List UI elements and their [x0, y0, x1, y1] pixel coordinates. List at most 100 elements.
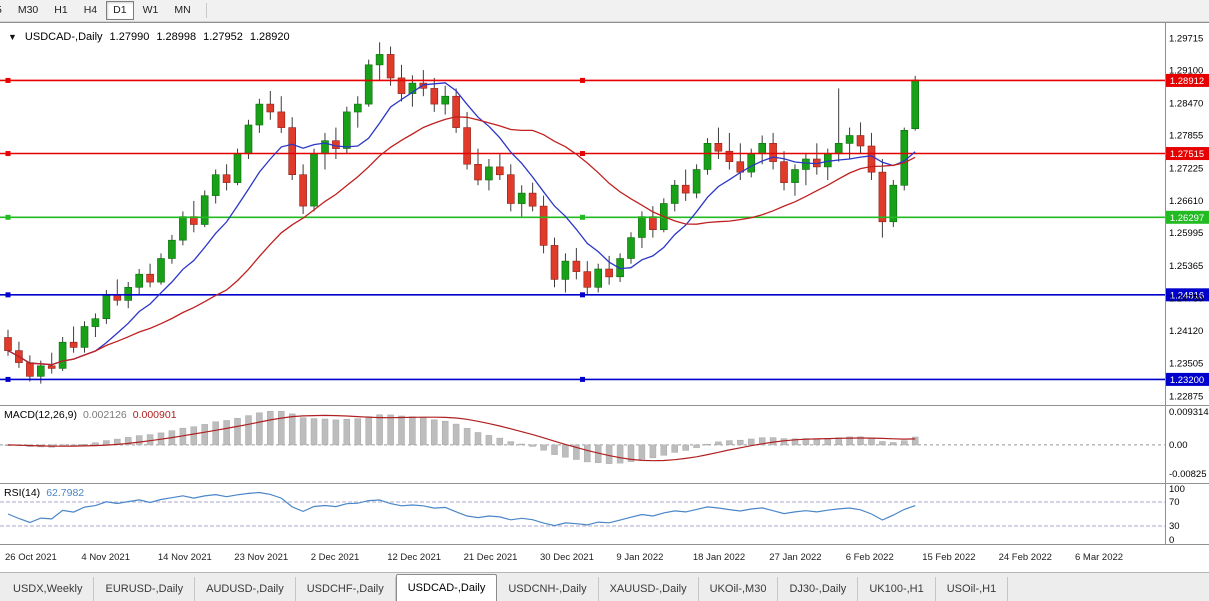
- candle-up: [703, 143, 712, 170]
- candle-up: [310, 153, 318, 207]
- macd-histogram-bar: [332, 419, 340, 446]
- candle-up: [342, 111, 351, 149]
- chart-tabbar: USDX,Weekly EURUSD-,Daily AUDUSD-,Daily USD…: [0, 572, 1209, 601]
- hline-handle[interactable]: [5, 214, 11, 220]
- macd-histogram-bar: [299, 417, 307, 446]
- price-axis-label: 1.29100: [1169, 66, 1203, 77]
- tab-usoil-h1[interactable]: USOil-,H1: [936, 577, 1009, 601]
- date-label: 6 Mar 2022: [1075, 552, 1123, 563]
- tab-usdx-weekly[interactable]: USDX,Weekly: [2, 577, 95, 601]
- macd-title: MACD(12,26,9): [4, 409, 77, 421]
- candle-down: [528, 192, 537, 207]
- macd-histogram-bar: [321, 418, 329, 446]
- price-axis-label: 1.26610: [1169, 196, 1203, 207]
- candle-up: [802, 158, 810, 170]
- candle-down: [725, 150, 734, 162]
- macd-histogram-bar: [846, 436, 853, 446]
- timeframe-button-5[interactable]: 5: [0, 1, 9, 20]
- timeframe-toolbar: 5 M30 H1 H4 D1 W1 MN: [0, 0, 1209, 22]
- hline-handle[interactable]: [580, 77, 585, 83]
- date-label: 4 Nov 2021: [81, 552, 130, 563]
- macd-histogram-bar: [234, 418, 241, 446]
- timeframe-button-MN[interactable]: MN: [174, 4, 191, 17]
- macd-histogram-bar: [780, 438, 788, 446]
- macd-histogram-bar: [496, 437, 504, 446]
- hline-handle[interactable]: [580, 376, 585, 382]
- macd-histogram-bar: [660, 444, 668, 456]
- rsi-axis-label: 100: [1169, 484, 1185, 495]
- quote-close: 1.28920: [249, 31, 290, 43]
- hline-handle[interactable]: [580, 214, 585, 220]
- timeframe-button-H4[interactable]: H4: [83, 4, 98, 17]
- candle-up: [627, 237, 635, 259]
- macd-histogram-bar: [463, 428, 471, 446]
- candle-down: [572, 260, 581, 272]
- price-axis[interactable]: 1.29715 1.29100 1.28470 1.27855 1.27225 1.266…: [1169, 33, 1203, 402]
- candle-up: [638, 216, 646, 238]
- macd-histogram-bar: [901, 440, 908, 446]
- rsi-axis[interactable]: 100 70 30 0: [1169, 484, 1185, 546]
- macd-histogram-bar: [310, 418, 318, 446]
- price-axis-label: 1.25995: [1169, 228, 1203, 239]
- candle-up: [58, 341, 67, 369]
- tab-dj30-daily[interactable]: DJ30-,Daily: [778, 577, 859, 601]
- candle-up: [834, 143, 843, 155]
- macd-histogram-bar: [103, 440, 110, 446]
- tab-uk100-h1[interactable]: UK100-,H1: [858, 577, 936, 601]
- hline-handle[interactable]: [5, 376, 11, 382]
- macd-histogram-bar: [638, 444, 646, 460]
- candle-down: [506, 174, 515, 204]
- chart-window: 1.28912 1.27515 1.26297 1.24816 1.23200 1.297…: [0, 22, 1209, 572]
- tab-audusd-daily[interactable]: AUDUSD-,Daily: [195, 577, 296, 601]
- candle-up: [135, 273, 143, 288]
- candle-down: [463, 127, 471, 165]
- timeframe-button-M30[interactable]: M30: [17, 4, 39, 17]
- tab-eurusd-daily[interactable]: EURUSD-,Daily: [94, 577, 196, 601]
- tab-usdcad-daily[interactable]: USDCAD-,Daily: [395, 574, 498, 601]
- tab-ukoil-m30[interactable]: UKOil-,M30: [699, 577, 779, 601]
- price-tag: [1166, 372, 1209, 386]
- oneclick-trading-arrow-icon[interactable]: ▼: [8, 32, 17, 42]
- hline-handle[interactable]: [580, 292, 585, 298]
- candle-down: [69, 341, 78, 348]
- chart-background: [0, 22, 1209, 572]
- tab-xauusd-daily[interactable]: XAUUSD-,Daily: [599, 577, 699, 601]
- candle-up: [485, 166, 493, 181]
- rsi-panel: [0, 491, 1165, 527]
- macd-histogram-bar: [616, 444, 624, 464]
- macd-histogram-bar: [518, 443, 525, 446]
- macd-axis-label: 0.00: [1169, 440, 1188, 451]
- candle-down: [299, 174, 307, 207]
- ma-fast-line[interactable]: [7, 82, 916, 366]
- hline-handle[interactable]: [5, 151, 11, 157]
- rsi-axis-label: 0: [1169, 535, 1174, 546]
- candle-up: [124, 286, 132, 301]
- macd-histogram-bar: [376, 414, 383, 446]
- hline-handle[interactable]: [5, 292, 11, 298]
- macd-histogram-bar: [365, 416, 372, 446]
- candle-down: [780, 161, 788, 183]
- macd-histogram-bar: [288, 413, 296, 446]
- chart-canvas[interactable]: 1.289121.275151.262971.248161.232001.297…: [0, 22, 1209, 572]
- timeframe-button-W1[interactable]: W1: [142, 4, 159, 17]
- date-label: 27 Jan 2022: [769, 552, 821, 563]
- hline-handle[interactable]: [5, 77, 11, 83]
- candle-down: [474, 164, 482, 181]
- tab-usdcnh-daily[interactable]: USDCNH-,Daily: [497, 577, 599, 601]
- timeframe-button-D1[interactable]: D1: [106, 1, 134, 20]
- timeframe-button-H1[interactable]: H1: [54, 4, 68, 17]
- date-label: 14 Nov 2021: [158, 552, 212, 563]
- macd-histogram-bar: [343, 418, 351, 446]
- macd-histogram-bar: [813, 438, 821, 446]
- macd-histogram-bar: [409, 416, 416, 446]
- date-axis[interactable]: 26 Oct 2021 4 Nov 2021 14 Nov 2021 23 Nov 2…: [5, 552, 1123, 563]
- macd-axis[interactable]: 0.009314 0.00 -0.00825: [1169, 407, 1209, 480]
- candle-down: [397, 77, 406, 94]
- macd-histogram-bar: [715, 441, 722, 446]
- hline-handle[interactable]: [580, 151, 585, 157]
- macd-histogram-bar: [135, 435, 143, 446]
- ma-slow-line[interactable]: [7, 116, 916, 366]
- tab-usdchf-daily[interactable]: USDCHF-,Daily: [296, 577, 396, 601]
- macd-histogram-bar: [682, 444, 689, 451]
- price-axis-label: 1.23505: [1169, 358, 1203, 369]
